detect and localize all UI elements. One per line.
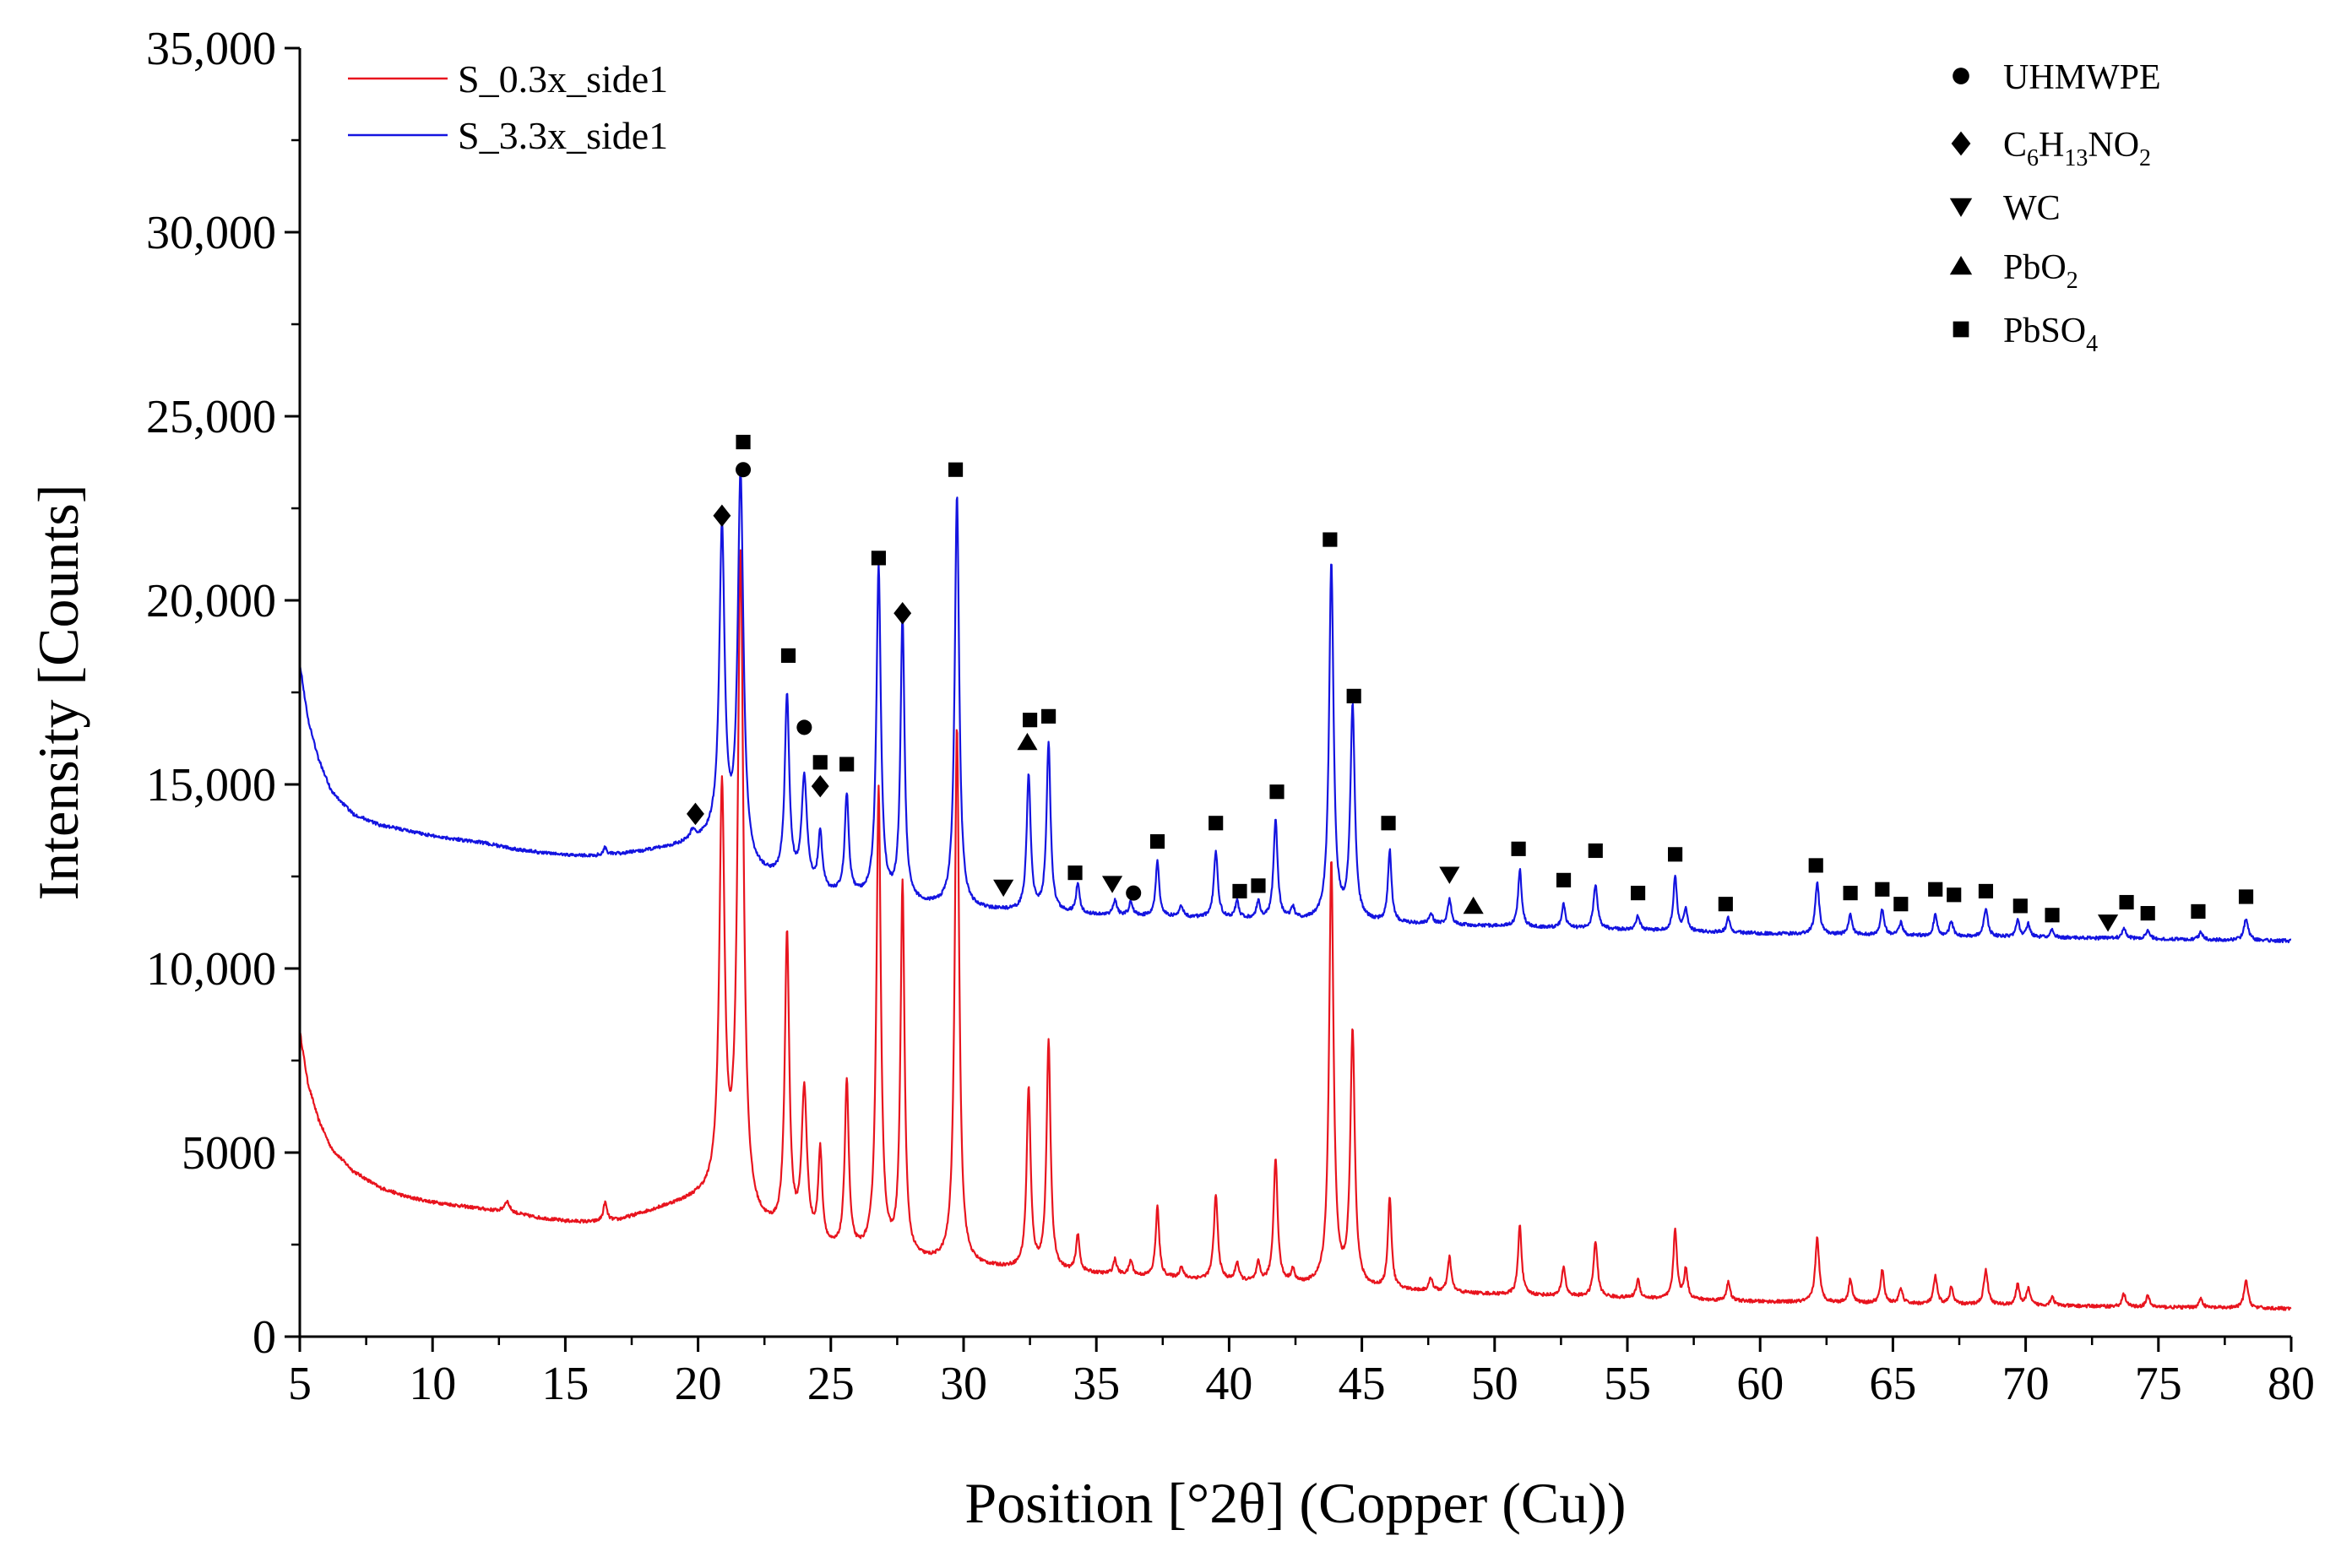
diamond-marker (713, 504, 731, 527)
square-marker (1041, 708, 1056, 724)
y-tick-label: 5000 (182, 1127, 276, 1180)
triangle-down-marker (993, 879, 1014, 898)
square-marker (1232, 883, 1247, 899)
x-tick-label: 40 (1205, 1358, 1252, 1410)
square-marker (1023, 713, 1038, 728)
square-marker (2238, 889, 2254, 904)
x-tick-label: 5 (288, 1358, 312, 1410)
square-marker (1588, 843, 1603, 859)
ticks: 5 10 15 20 25 30 35 40 45 50 55 60 65 70 75 80 0 5000 10,0… (146, 23, 2315, 1410)
square-marker (1251, 878, 1266, 893)
square-marker (1928, 882, 1943, 897)
phase-markers (687, 434, 2254, 932)
square-marker (1511, 841, 1526, 856)
phase-legend: UHMWPE C6H13NO2 WC PbO2 PbSO4 (1949, 58, 2161, 357)
phase-legend-label: C6H13NO2 (2003, 126, 2151, 171)
x-tick-label: 10 (409, 1358, 456, 1410)
square-marker (736, 434, 751, 450)
x-tick-label: 25 (807, 1358, 855, 1410)
phase-legend-label: UHMWPE (2003, 58, 2161, 97)
x-tick-label: 30 (940, 1358, 987, 1410)
circle-marker (736, 462, 752, 478)
diamond-marker (811, 774, 829, 798)
y-tick-label: 20,000 (146, 575, 276, 627)
square-marker (1630, 886, 1646, 901)
square-marker (1269, 784, 1285, 800)
y-tick-label: 10,000 (146, 943, 276, 996)
series-line-1 (299, 549, 2292, 1311)
circle-icon (1953, 68, 1969, 84)
circle-marker (796, 719, 812, 735)
x-tick-label: 50 (1471, 1358, 1518, 1410)
x-tick-label: 75 (2135, 1358, 2182, 1410)
square-marker (1209, 816, 1224, 831)
square-marker (871, 551, 886, 566)
square-marker (1668, 847, 1683, 862)
x-tick-label: 45 (1339, 1358, 1386, 1410)
legend-label-series-1: S_0.3x_side1 (458, 57, 668, 100)
diamond-icon (1951, 131, 1971, 156)
plot-lines (298, 469, 2292, 1311)
x-tick-label: 15 (541, 1358, 589, 1410)
square-marker (1875, 882, 1890, 897)
triangle-down-marker (2097, 914, 2119, 932)
diamond-marker (687, 802, 704, 826)
diamond-marker (893, 602, 912, 625)
x-tick-label: 35 (1073, 1358, 1120, 1410)
square-marker (2191, 903, 2206, 919)
square-marker (839, 757, 855, 772)
square-marker (1718, 897, 1733, 912)
y-axis-title: Intensity [Counts] (26, 485, 90, 901)
square-marker (2012, 898, 2028, 914)
y-tick-label: 15,000 (146, 759, 276, 811)
square-marker (1149, 834, 1165, 849)
square-marker (1808, 858, 1823, 873)
square-marker (780, 648, 796, 663)
square-marker (1323, 532, 1338, 547)
square-marker (1893, 897, 1909, 912)
x-tick-label: 20 (675, 1358, 722, 1410)
circle-marker (1126, 885, 1142, 901)
y-tick-label: 35,000 (146, 23, 276, 75)
square-marker (1381, 816, 1396, 831)
square-icon (1953, 321, 1969, 338)
x-tick-label: 60 (1736, 1358, 1784, 1410)
square-marker (1947, 887, 1962, 903)
square-marker (2140, 906, 2155, 921)
legend-label-series-2: S_3.3x_side1 (458, 114, 668, 157)
phase-legend-label: PbO2 (2003, 248, 2078, 294)
y-tick-label: 0 (253, 1311, 276, 1364)
square-marker (2119, 894, 2134, 910)
square-marker (812, 755, 828, 770)
x-tick-label: 80 (2268, 1358, 2315, 1410)
phase-legend-label: WC (2003, 189, 2061, 228)
series-legend: S_0.3x_side1 S_3.3x_side1 (348, 57, 668, 157)
axes (298, 48, 2291, 1338)
square-marker (948, 462, 964, 477)
triangle-down-marker (1101, 876, 1123, 893)
square-marker (1556, 872, 1572, 887)
triangle-up-marker (1017, 732, 1038, 751)
square-marker (1843, 886, 1858, 901)
x-tick-label: 55 (1604, 1358, 1651, 1410)
phase-legend-label: PbSO4 (2003, 312, 2098, 357)
x-tick-label: 65 (1869, 1358, 1916, 1410)
y-tick-label: 30,000 (146, 207, 276, 259)
x-tick-label: 70 (2002, 1358, 2050, 1410)
x-axis-title: Position [°2θ] (Copper (Cu)) (964, 1471, 1626, 1535)
triangle-down-icon (1949, 198, 1973, 217)
square-marker (2045, 908, 2060, 923)
square-marker (1346, 688, 1361, 703)
y-tick-label: 25,000 (146, 391, 276, 443)
square-marker (1978, 883, 1994, 899)
series-line-2 (298, 469, 2292, 944)
triangle-up-icon (1949, 256, 1973, 275)
square-marker (1067, 865, 1083, 881)
triangle-down-marker (1439, 866, 1460, 884)
triangle-up-marker (1463, 896, 1484, 914)
